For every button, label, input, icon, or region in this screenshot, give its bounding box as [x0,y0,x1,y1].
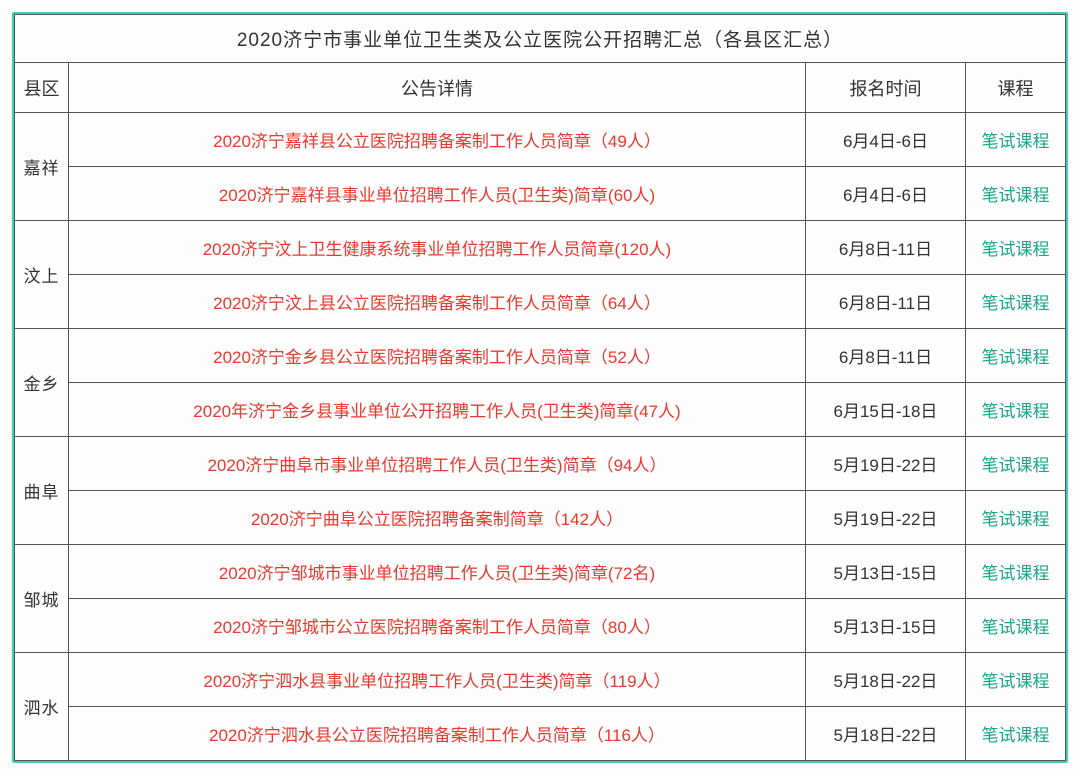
announcement-detail-link[interactable]: 2020济宁泗水县事业单位招聘工作人员(卫生类)简章（119人） [69,653,806,707]
table-row: 2020济宁邹城市公立医院招聘备案制工作人员简章（80人）5月13日-15日笔试… [15,599,1066,653]
table-row: 2020济宁泗水县公立医院招聘备案制工作人员简章（116人）5月18日-22日笔… [15,707,1066,761]
registration-time: 5月19日-22日 [805,491,965,545]
announcement-detail-link[interactable]: 2020年济宁金乡县事业单位公开招聘工作人员(卫生类)简章(47人) [69,383,806,437]
announcement-detail-link[interactable]: 2020济宁邹城市事业单位招聘工作人员(卫生类)简章(72名) [69,545,806,599]
registration-time: 6月4日-6日 [805,113,965,167]
course-link[interactable]: 笔试课程 [965,275,1065,329]
course-link[interactable]: 笔试课程 [965,599,1065,653]
table-row: 泗水2020济宁泗水县事业单位招聘工作人员(卫生类)简章（119人）5月18日-… [15,653,1066,707]
registration-time: 6月8日-11日 [805,221,965,275]
header-course: 课程 [965,63,1065,113]
course-link[interactable]: 笔试课程 [965,437,1065,491]
registration-time: 6月8日-11日 [805,329,965,383]
county-cell: 嘉祥 [15,113,69,221]
county-cell: 汶上 [15,221,69,329]
table-body: 2020济宁市事业单位卫生类及公立医院公开招聘汇总（各县区汇总）县区公告详情报名… [15,15,1066,761]
table-row: 金乡2020济宁金乡县公立医院招聘备案制工作人员简章（52人）6月8日-11日笔… [15,329,1066,383]
announcement-detail-link[interactable]: 2020济宁汶上卫生健康系统事业单位招聘工作人员简章(120人) [69,221,806,275]
announcement-detail-link[interactable]: 2020济宁泗水县公立医院招聘备案制工作人员简章（116人） [69,707,806,761]
table-row: 汶上2020济宁汶上卫生健康系统事业单位招聘工作人员简章(120人)6月8日-1… [15,221,1066,275]
county-cell: 泗水 [15,653,69,761]
registration-time: 5月19日-22日 [805,437,965,491]
header-time: 报名时间 [805,63,965,113]
course-link[interactable]: 笔试课程 [965,545,1065,599]
table-row: 2020济宁嘉祥县事业单位招聘工作人员(卫生类)简章(60人)6月4日-6日笔试… [15,167,1066,221]
course-link[interactable]: 笔试课程 [965,329,1065,383]
table-row: 邹城2020济宁邹城市事业单位招聘工作人员(卫生类)简章(72名)5月13日-1… [15,545,1066,599]
header-county: 县区 [15,63,69,113]
header-row: 县区公告详情报名时间课程 [15,63,1066,113]
announcement-detail-link[interactable]: 2020济宁金乡县公立医院招聘备案制工作人员简章（52人） [69,329,806,383]
announcement-detail-link[interactable]: 2020济宁曲阜市事业单位招聘工作人员(卫生类)简章（94人） [69,437,806,491]
table-row: 2020年济宁金乡县事业单位公开招聘工作人员(卫生类)简章(47人)6月15日-… [15,383,1066,437]
course-link[interactable]: 笔试课程 [965,653,1065,707]
registration-time: 5月18日-22日 [805,707,965,761]
registration-time: 5月18日-22日 [805,653,965,707]
course-link[interactable]: 笔试课程 [965,167,1065,221]
announcement-detail-link[interactable]: 2020济宁嘉祥县事业单位招聘工作人员(卫生类)简章(60人) [69,167,806,221]
announcement-detail-link[interactable]: 2020济宁曲阜公立医院招聘备案制简章（142人） [69,491,806,545]
announcement-detail-link[interactable]: 2020济宁汶上县公立医院招聘备案制工作人员简章（64人） [69,275,806,329]
announcement-detail-link[interactable]: 2020济宁邹城市公立医院招聘备案制工作人员简章（80人） [69,599,806,653]
registration-time: 6月4日-6日 [805,167,965,221]
announcement-detail-link[interactable]: 2020济宁嘉祥县公立医院招聘备案制工作人员简章（49人） [69,113,806,167]
course-link[interactable]: 笔试课程 [965,707,1065,761]
registration-time: 5月13日-15日 [805,599,965,653]
registration-time: 5月13日-15日 [805,545,965,599]
header-detail: 公告详情 [69,63,806,113]
course-link[interactable]: 笔试课程 [965,113,1065,167]
registration-time: 6月15日-18日 [805,383,965,437]
course-link[interactable]: 笔试课程 [965,491,1065,545]
table-row: 曲阜2020济宁曲阜市事业单位招聘工作人员(卫生类)简章（94人）5月19日-2… [15,437,1066,491]
course-link[interactable]: 笔试课程 [965,383,1065,437]
county-cell: 邹城 [15,545,69,653]
title-row: 2020济宁市事业单位卫生类及公立医院公开招聘汇总（各县区汇总） [15,15,1066,63]
recruitment-table: 2020济宁市事业单位卫生类及公立医院公开招聘汇总（各县区汇总）县区公告详情报名… [14,14,1066,761]
recruitment-table-wrapper: 2020济宁市事业单位卫生类及公立医院公开招聘汇总（各县区汇总）县区公告详情报名… [12,12,1068,763]
county-cell: 金乡 [15,329,69,437]
registration-time: 6月8日-11日 [805,275,965,329]
table-row: 2020济宁汶上县公立医院招聘备案制工作人员简章（64人）6月8日-11日笔试课… [15,275,1066,329]
table-title: 2020济宁市事业单位卫生类及公立医院公开招聘汇总（各县区汇总） [15,15,1066,63]
course-link[interactable]: 笔试课程 [965,221,1065,275]
county-cell: 曲阜 [15,437,69,545]
table-row: 嘉祥2020济宁嘉祥县公立医院招聘备案制工作人员简章（49人）6月4日-6日笔试… [15,113,1066,167]
table-row: 2020济宁曲阜公立医院招聘备案制简章（142人）5月19日-22日笔试课程 [15,491,1066,545]
